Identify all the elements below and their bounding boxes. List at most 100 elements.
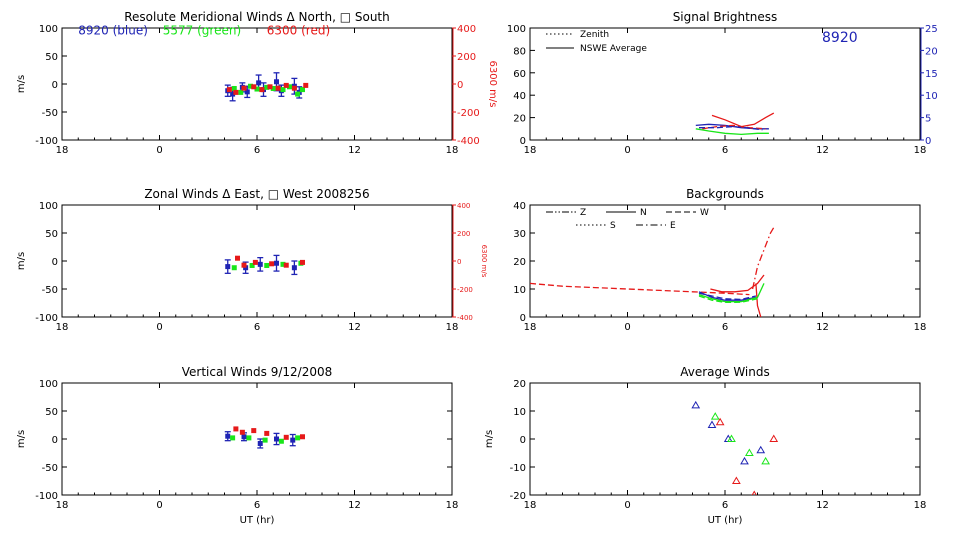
x-tick-label: 12: [348, 145, 361, 156]
y-tick-label: -20: [510, 491, 526, 502]
x-tick-label: 6: [254, 322, 260, 333]
series-line-green: [695, 128, 769, 136]
data-point-red: [303, 82, 309, 88]
chart-title: Vertical Winds 9/12/2008: [182, 365, 333, 379]
y2-axis-label: 6300 m/s: [487, 61, 498, 108]
x-tick-label: 0: [624, 322, 630, 333]
data-point-red: [751, 490, 757, 495]
y2-tick-label: 200: [457, 52, 476, 63]
y-tick-label: 0: [52, 435, 58, 446]
y2-tick-label: -400: [457, 314, 473, 322]
series-line-red: [710, 274, 765, 293]
data-point-blue: [291, 265, 297, 271]
x-tick-label: 18: [524, 322, 537, 333]
data-point-blue: [230, 91, 236, 97]
data-point-blue: [707, 420, 717, 428]
legend-label: Zenith: [580, 30, 609, 40]
y2-tick-label: -200: [457, 108, 480, 119]
data-point-green: [727, 434, 736, 442]
chart-zonal: Zonal Winds Δ East, □ West 2008256 18 0 6 12…: [16, 187, 488, 333]
data-point-green: [280, 87, 286, 93]
y2-tick-label: 0: [457, 258, 461, 266]
data-point-blue: [290, 437, 296, 443]
x-tick-label: 18: [914, 145, 927, 156]
data-layer: [224, 72, 309, 102]
y-tick-label: 60: [513, 69, 526, 80]
x-tick-label: 18: [56, 145, 69, 156]
y2-tick-label: 400: [457, 202, 470, 210]
y-tick-label: 100: [507, 24, 526, 35]
y-tick-label: -100: [35, 313, 58, 324]
x-tick-label: 12: [348, 322, 361, 333]
y-tick-label: 20: [513, 379, 526, 390]
y2-tick-label: 25: [925, 24, 938, 35]
chart-title: Backgrounds: [686, 187, 764, 201]
y2-tick-label: 0: [925, 136, 931, 147]
y2-tick-label: 5: [925, 114, 931, 125]
data-point-red: [251, 84, 257, 90]
data-point-green: [246, 435, 252, 441]
y-tick-label: 20: [513, 257, 526, 268]
x-tick-label: 18: [524, 145, 537, 156]
data-point-red: [233, 426, 239, 432]
x-tick-label: 6: [254, 500, 260, 511]
legend-label: N: [640, 208, 647, 218]
x-tick-label: 6: [722, 145, 728, 156]
data-point-red: [269, 261, 275, 267]
data-point-green: [295, 91, 301, 97]
y2-axis-label: 6300 m/s: [480, 245, 488, 278]
x-tick-label: 0: [156, 145, 162, 156]
series-line-red: [530, 282, 750, 296]
data-point-green: [295, 435, 301, 441]
y2-tick-label: 10: [925, 91, 938, 102]
data-point-red: [241, 262, 247, 268]
y-tick-label: 10: [513, 407, 526, 418]
y-tick-label: -100: [35, 491, 58, 502]
data-point-blue: [256, 80, 262, 86]
series-line-blue: [698, 292, 757, 301]
plot-frame: [529, 382, 921, 496]
chart-title: Signal Brightness: [673, 10, 778, 24]
data-point-red: [715, 417, 725, 426]
data-point-red: [275, 85, 281, 91]
series-label: 5577 (green): [163, 24, 241, 38]
y2-tick-label: -400: [457, 136, 480, 147]
y-tick-label: 80: [513, 46, 526, 57]
data-point-red: [226, 87, 232, 93]
series-line-red: [755, 283, 762, 317]
data-point-green: [249, 262, 255, 268]
legend-label: W: [700, 208, 709, 218]
data-point-red: [239, 429, 245, 435]
data-point-red: [732, 476, 741, 484]
y2-tick-label: 15: [925, 69, 938, 80]
data-point-green: [745, 448, 754, 456]
y2-tick-label: 0: [457, 80, 463, 91]
data-point-green: [264, 84, 270, 90]
y-tick-label: -100: [35, 136, 58, 147]
data-point-red: [291, 85, 297, 91]
x-axis-label: UT (hr): [708, 515, 743, 526]
annotation-label: 8920: [822, 30, 858, 46]
series-label: 8920 (blue): [78, 24, 148, 38]
data-point-red: [235, 255, 240, 261]
x-tick-label: 6: [254, 145, 260, 156]
x-tick-label: 18: [56, 500, 69, 511]
x-tick-label: 12: [816, 500, 829, 511]
data-point-blue: [225, 264, 231, 270]
data-layer: [224, 254, 305, 276]
y-tick-label: 50: [45, 407, 58, 418]
data-point-red: [283, 82, 289, 88]
y-tick-label: 0: [52, 80, 58, 91]
y-axis-label: m/s: [484, 430, 495, 448]
data-layer: [530, 227, 775, 317]
x-tick-label: 18: [914, 500, 927, 511]
y-axis-label: m/s: [16, 252, 27, 270]
data-layer: [224, 426, 305, 449]
x-tick-label: 0: [624, 500, 630, 511]
y-tick-label: 40: [513, 201, 526, 212]
data-point-green: [300, 87, 305, 93]
data-point-green: [287, 84, 292, 90]
